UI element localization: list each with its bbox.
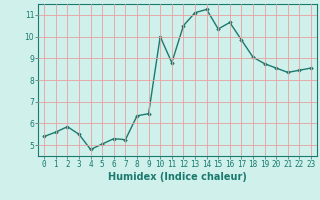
X-axis label: Humidex (Indice chaleur): Humidex (Indice chaleur) [108, 172, 247, 182]
